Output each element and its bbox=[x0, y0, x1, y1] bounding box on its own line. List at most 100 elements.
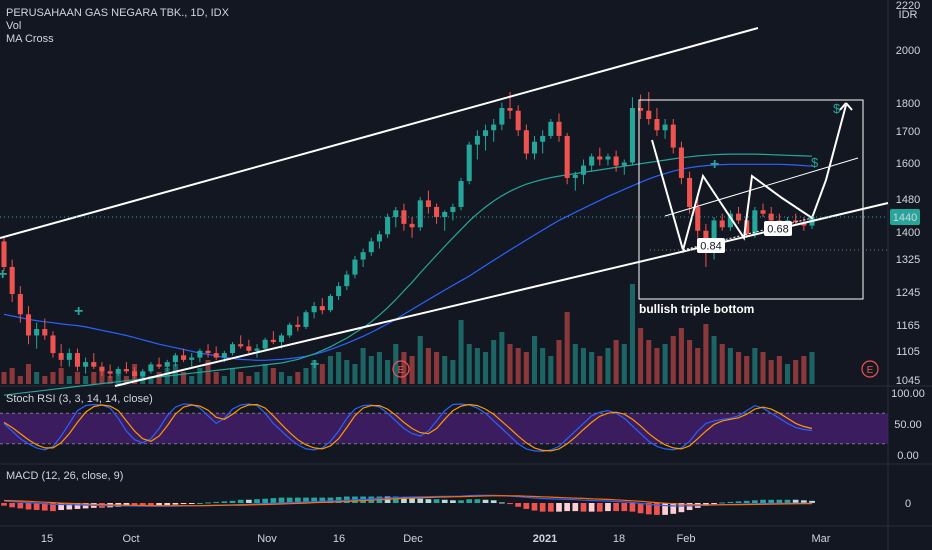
triple-bottom-zigzag bbox=[651, 104, 847, 254]
candle-body bbox=[434, 206, 440, 218]
macd-histogram-bar bbox=[572, 503, 579, 512]
candle-body bbox=[295, 324, 301, 327]
volume-bar bbox=[156, 372, 162, 384]
ma-cross-marker: + bbox=[710, 156, 719, 173]
volume-bar bbox=[466, 344, 472, 384]
candle-body bbox=[417, 200, 423, 228]
stoch-band bbox=[0, 413, 888, 444]
volume-label[interactable]: Vol bbox=[6, 20, 22, 32]
candle-body bbox=[66, 353, 72, 360]
stoch-legend[interactable]: Stoch RSI (3, 3, 14, 14, close) bbox=[6, 393, 153, 406]
candle-body bbox=[450, 206, 456, 212]
price-tick-label: 1105 bbox=[896, 346, 920, 358]
volume-bar bbox=[491, 340, 497, 384]
macd-histogram-bar bbox=[637, 503, 644, 514]
candle-body bbox=[319, 306, 325, 311]
macd-histogram-bar bbox=[50, 503, 56, 512]
macd-histogram-bar bbox=[229, 500, 236, 503]
volume-bar bbox=[83, 376, 89, 384]
candle-body bbox=[156, 364, 162, 367]
candle-body bbox=[556, 121, 562, 136]
stoch-tick-label: 100.00 bbox=[891, 388, 925, 400]
volume-bar bbox=[238, 372, 244, 384]
candle-body bbox=[629, 108, 635, 163]
candle-body bbox=[531, 141, 538, 154]
candle-body bbox=[393, 210, 399, 218]
candle-body bbox=[385, 217, 391, 235]
candle-body bbox=[793, 220, 799, 223]
macd-histogram-bar bbox=[197, 503, 203, 504]
volume-bar bbox=[540, 348, 546, 384]
drawings[interactable]: + + + +0.84 0.68 bullish triple bottom $ $ E E bbox=[0, 27, 889, 387]
volume-bar bbox=[417, 336, 423, 384]
target-marker-1: $ bbox=[833, 101, 841, 116]
macd-histogram-bar bbox=[743, 500, 750, 503]
macd-histogram-bar bbox=[588, 503, 595, 512]
volume-bar bbox=[458, 320, 464, 384]
candle-body bbox=[719, 220, 725, 228]
candle-body bbox=[760, 210, 766, 214]
macd-histogram-bar bbox=[547, 503, 554, 512]
candle-body bbox=[58, 353, 64, 360]
macd-legend[interactable]: MACD (12, 26, close, 9) bbox=[6, 470, 123, 483]
volume-bar bbox=[229, 368, 236, 384]
candle-body bbox=[123, 369, 129, 372]
candle-body bbox=[401, 210, 407, 224]
volume-bar bbox=[319, 364, 325, 384]
candle-body bbox=[303, 312, 309, 327]
time-tick-label: 2021 bbox=[533, 533, 557, 545]
candle-body bbox=[589, 156, 595, 166]
macd-histogram-bar bbox=[270, 498, 277, 503]
volume-bar bbox=[336, 352, 342, 384]
volume-bar bbox=[744, 356, 750, 384]
macd-histogram-bar bbox=[490, 500, 497, 503]
candle-body bbox=[50, 335, 56, 354]
macd-histogram-bar bbox=[221, 501, 228, 503]
candle-body bbox=[287, 324, 293, 336]
macd-label: MACD (12, 26, close, 9) bbox=[6, 470, 124, 482]
volume-bar bbox=[303, 368, 309, 384]
time-tick-label: 18 bbox=[613, 533, 625, 545]
macd-histogram-bar bbox=[237, 499, 244, 503]
candle-body bbox=[140, 371, 146, 376]
volume-bar bbox=[311, 360, 317, 384]
macd-histogram-bar bbox=[9, 503, 16, 508]
ma-label[interactable]: MA Cross bbox=[6, 33, 54, 45]
candle-body bbox=[311, 306, 317, 313]
symbol-title[interactable]: PERUSAHAAN GAS NEGARA TBK., 1D, IDX bbox=[6, 7, 229, 19]
candle-body bbox=[605, 156, 611, 160]
macd-histogram-bar bbox=[417, 498, 424, 503]
volume-bar bbox=[719, 344, 725, 384]
volume-bar bbox=[295, 372, 301, 384]
axes: 2220 2000 1800 1700 1600 1480 1400 1325 1245 1165… bbox=[41, 0, 925, 545]
macd-histogram-bar bbox=[425, 499, 432, 503]
volume-bar bbox=[409, 356, 415, 384]
price-tick-label: 1800 bbox=[896, 98, 920, 110]
macd-histogram-bar bbox=[17, 503, 24, 509]
volume-bars bbox=[1, 284, 815, 384]
volume-bar bbox=[474, 348, 480, 384]
price-tick-label: 1480 bbox=[896, 194, 920, 206]
macd-histogram-bar bbox=[441, 499, 448, 503]
candle-body bbox=[1, 241, 7, 267]
candle-body bbox=[246, 346, 252, 351]
candle-body bbox=[727, 213, 733, 228]
macd-histogram-bar bbox=[254, 499, 260, 503]
time-tick-label: Mar bbox=[812, 533, 831, 545]
macd-histogram-bar bbox=[188, 503, 195, 504]
price-tick-label: 2000 bbox=[896, 45, 920, 57]
time-tick-label: Oct bbox=[122, 533, 139, 545]
volume-bar bbox=[597, 356, 603, 384]
volume-bar bbox=[768, 360, 774, 384]
candle-body bbox=[752, 210, 758, 235]
candle-body bbox=[662, 124, 668, 131]
candle-body bbox=[515, 110, 521, 131]
volume-bar bbox=[368, 356, 374, 384]
macd-histogram-bar bbox=[654, 503, 660, 515]
macd-panel bbox=[1, 494, 815, 515]
earnings-marker-2-circle bbox=[861, 360, 879, 378]
volume-bar bbox=[687, 340, 693, 384]
volume-bar bbox=[181, 372, 187, 384]
volume-bar bbox=[531, 336, 538, 384]
